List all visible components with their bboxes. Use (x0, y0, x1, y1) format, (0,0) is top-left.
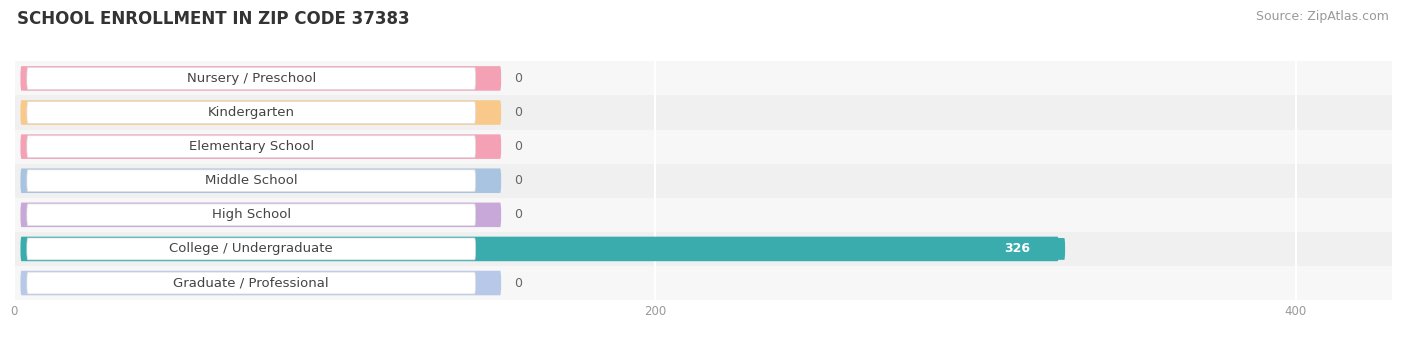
FancyBboxPatch shape (27, 204, 475, 226)
Text: 0: 0 (515, 174, 522, 187)
Text: 0: 0 (515, 208, 522, 221)
FancyBboxPatch shape (21, 100, 501, 125)
Bar (14, 232, 1392, 266)
Text: Graduate / Professional: Graduate / Professional (173, 277, 329, 290)
Bar (14, 164, 1392, 198)
FancyBboxPatch shape (21, 203, 501, 227)
FancyBboxPatch shape (27, 272, 475, 294)
Text: 0: 0 (515, 72, 522, 85)
Text: 0: 0 (515, 140, 522, 153)
Text: Elementary School: Elementary School (188, 140, 314, 153)
Text: Kindergarten: Kindergarten (208, 106, 295, 119)
FancyBboxPatch shape (21, 168, 501, 193)
Bar (14, 130, 1392, 164)
Text: Middle School: Middle School (205, 174, 298, 187)
Text: 0: 0 (515, 277, 522, 290)
Text: High School: High School (212, 208, 291, 221)
FancyBboxPatch shape (27, 68, 475, 89)
Text: Nursery / Preschool: Nursery / Preschool (187, 72, 316, 85)
FancyBboxPatch shape (27, 170, 475, 192)
Text: SCHOOL ENROLLMENT IN ZIP CODE 37383: SCHOOL ENROLLMENT IN ZIP CODE 37383 (17, 10, 409, 28)
FancyBboxPatch shape (21, 134, 501, 159)
Bar (14, 198, 1392, 232)
FancyBboxPatch shape (969, 238, 1066, 260)
FancyBboxPatch shape (21, 66, 501, 91)
Bar (14, 95, 1392, 130)
FancyBboxPatch shape (27, 136, 475, 158)
Text: 0: 0 (515, 106, 522, 119)
Bar (14, 266, 1392, 300)
FancyBboxPatch shape (27, 102, 475, 123)
FancyBboxPatch shape (21, 237, 1059, 261)
Bar (14, 61, 1392, 95)
FancyBboxPatch shape (27, 238, 475, 260)
FancyBboxPatch shape (21, 271, 501, 295)
Text: 326: 326 (1004, 242, 1031, 255)
Text: College / Undergraduate: College / Undergraduate (169, 242, 333, 255)
Text: Source: ZipAtlas.com: Source: ZipAtlas.com (1256, 10, 1389, 23)
